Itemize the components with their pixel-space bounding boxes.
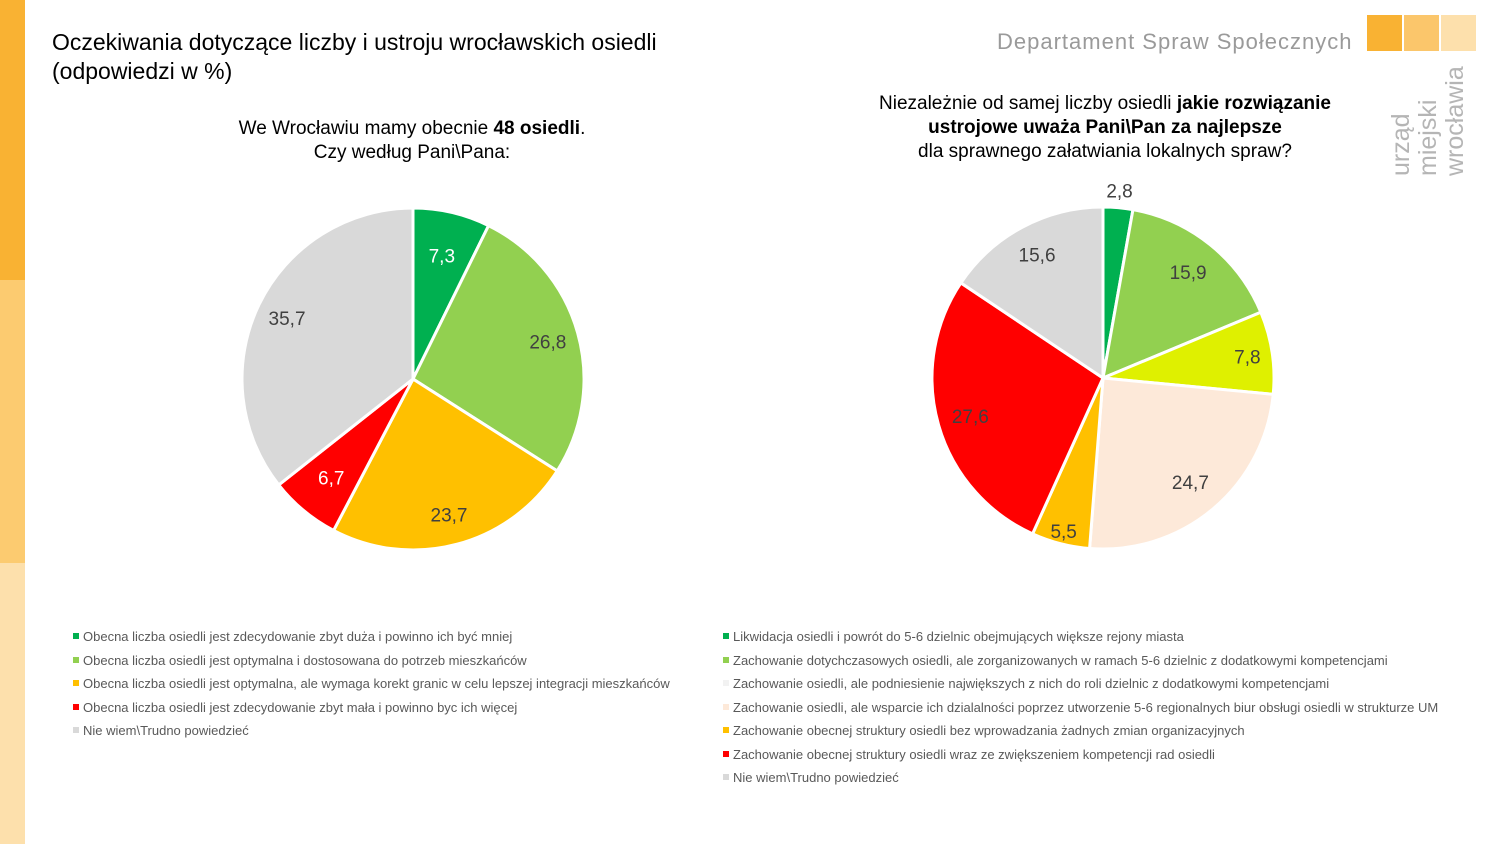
logo-word-2: miejski bbox=[1414, 99, 1442, 176]
chart1-legend-item-5: Nie wiem\Trudno powiedzieć bbox=[73, 719, 670, 743]
page-title-line1: Oczekiwania dotyczące liczby i ustroju w… bbox=[52, 29, 657, 55]
chart1-data-label-5: 35,7 bbox=[269, 309, 306, 330]
chart1-data-label-2: 26,8 bbox=[529, 332, 566, 353]
logo-square-3 bbox=[1441, 15, 1476, 51]
legend-swatch bbox=[73, 656, 79, 663]
chart2-slice-6 bbox=[930, 280, 1105, 536]
chart1-title-part1: We Wrocławiu mamy obecnie bbox=[238, 118, 494, 139]
chart2-data-label-5: 5,5 bbox=[1050, 522, 1076, 543]
legend-swatch bbox=[73, 703, 79, 710]
chart2-slice-7 bbox=[958, 205, 1105, 381]
legend-swatch bbox=[723, 703, 729, 710]
legend-label: Zachowanie dotychczasowych osiedli, ale … bbox=[733, 652, 1388, 668]
legend-label: Obecna liczba osiedli jest optymalna, al… bbox=[83, 676, 670, 691]
chart2-legend-item-2: Zachowanie dotychczasowych osiedli, ale … bbox=[723, 649, 1438, 673]
chart1-slice-5 bbox=[240, 206, 415, 488]
legend-swatch bbox=[73, 680, 79, 686]
legend-swatch bbox=[73, 633, 79, 639]
legend-label: Obecna liczba osiedli jest optymalna i d… bbox=[83, 652, 527, 668]
chart1-legend-item-3: Obecna liczba osiedli jest optymalna, al… bbox=[73, 672, 670, 696]
pie-chart-1: 7,3 26,8 23,7 6,7 35,7 bbox=[240, 206, 586, 552]
chart2-title-bold1: jakie rozwiązanie bbox=[1176, 93, 1331, 114]
chart1-slice-3 bbox=[331, 376, 560, 552]
chart1-legend: Obecna liczba osiedli jest zdecydowanie … bbox=[73, 625, 670, 743]
chart2-data-label-4: 24,7 bbox=[1172, 473, 1209, 494]
legend-swatch bbox=[723, 750, 729, 757]
legend-label: Obecna liczba osiedli jest zdecydowanie … bbox=[83, 699, 518, 715]
chart2-data-label-6: 27,6 bbox=[952, 407, 989, 428]
legend-label: Zachowanie obecnej struktury osiedli wra… bbox=[733, 746, 1215, 762]
chart2-legend: Likwidacja osiedli i powrót do 5-6 dziel… bbox=[723, 625, 1438, 790]
department-name: Departament Spraw Społecznych bbox=[997, 29, 1353, 54]
logo-square-2 bbox=[1404, 15, 1439, 51]
page-title-line2: (odpowiedzi w %) bbox=[52, 58, 233, 84]
logo-square-1 bbox=[1367, 15, 1402, 51]
chart1-title-bold: 48 osiedli bbox=[493, 118, 581, 139]
legend-swatch bbox=[723, 727, 729, 733]
chart1-legend-item-4: Obecna liczba osiedli jest zdecydowanie … bbox=[73, 696, 670, 720]
page-title: Oczekiwania dotyczące liczby i ustroju w… bbox=[52, 28, 657, 86]
chart1-title-line2: Czy według Pani\Pana: bbox=[313, 142, 511, 163]
legend-label: Obecna liczba osiedli jest zdecydowanie … bbox=[83, 629, 513, 644]
chart1-data-label-1: 7,3 bbox=[429, 246, 455, 267]
chart1-legend-item-2: Obecna liczba osiedli jest optymalna i d… bbox=[73, 649, 670, 673]
legend-swatch bbox=[73, 727, 79, 733]
chart2-data-label-7: 15,6 bbox=[1019, 246, 1056, 267]
chart1-legend-item-1: Obecna liczba osiedli jest zdecydowanie … bbox=[73, 625, 670, 649]
chart1-question: We Wrocławiu mamy obecnie 48 osiedli. Cz… bbox=[162, 117, 662, 165]
legend-label: Likwidacja osiedli i powrót do 5-6 dziel… bbox=[733, 629, 1184, 644]
chart1-title-part3: . bbox=[580, 118, 586, 139]
legend-label: Zachowanie osiedli, ale podniesienie naj… bbox=[733, 676, 1330, 691]
chart2-legend-item-4: Zachowanie osiedli, ale wsparcie ich dzi… bbox=[723, 696, 1438, 720]
legend-swatch bbox=[723, 656, 729, 663]
logo-word-1: urząd bbox=[1387, 113, 1415, 176]
chart2-title-bold2: ustrojowe uważa Pani\Pan za najlepsze bbox=[928, 117, 1282, 138]
side-stripe-middle bbox=[0, 280, 25, 563]
logo-word-3: wrocławia bbox=[1441, 66, 1469, 176]
chart2-legend-item-6: Zachowanie obecnej struktury osiedli wra… bbox=[723, 743, 1438, 767]
chart2-question: Niezależnie od samej liczby osiedli jaki… bbox=[830, 92, 1380, 164]
legend-label: Nie wiem\Trudno powiedzieć bbox=[83, 723, 249, 738]
side-stripe-top bbox=[0, 0, 25, 280]
chart2-data-label-2: 15,9 bbox=[1170, 263, 1207, 284]
pie-chart-2: 2,8 15,9 7,8 24,7 5,5 27,6 15,6 bbox=[930, 182, 1276, 551]
legend-swatch bbox=[723, 680, 729, 686]
chart2-slice-4 bbox=[1087, 376, 1275, 551]
legend-label: Zachowanie osiedli, ale wsparcie ich dzi… bbox=[733, 699, 1439, 715]
chart2-legend-item-7: Nie wiem\Trudno powiedzieć bbox=[723, 766, 1438, 790]
chart2-data-label-1: 2,8 bbox=[1106, 182, 1132, 203]
chart2-title-line3: dla sprawnego załatwiania lokalnych spra… bbox=[918, 141, 1292, 162]
legend-label: Zachowanie obecnej struktury osiedli bez… bbox=[733, 723, 1245, 738]
chart2-slice-2 bbox=[1101, 207, 1263, 381]
chart2-legend-item-3: Zachowanie osiedli, ale podniesienie naj… bbox=[723, 672, 1438, 696]
city-hall-logo: urząd miejski wrocławia bbox=[1387, 56, 1469, 176]
legend-swatch bbox=[723, 774, 729, 780]
chart2-legend-item-1: Likwidacja osiedli i powrót do 5-6 dziel… bbox=[723, 625, 1438, 649]
chart1-data-label-4: 6,7 bbox=[318, 468, 344, 489]
legend-label: Nie wiem\Trudno powiedzieć bbox=[733, 770, 899, 785]
chart2-data-label-3: 7,8 bbox=[1234, 347, 1260, 368]
side-stripe-bottom bbox=[0, 563, 25, 844]
chart2-legend-item-5: Zachowanie obecnej struktury osiedli bez… bbox=[723, 719, 1438, 743]
chart1-data-label-3: 23,7 bbox=[431, 505, 468, 526]
legend-swatch bbox=[723, 633, 729, 639]
chart2-title-part1: Niezależnie od samej liczby osiedli bbox=[879, 93, 1177, 114]
chart1-slice-2 bbox=[411, 223, 586, 473]
